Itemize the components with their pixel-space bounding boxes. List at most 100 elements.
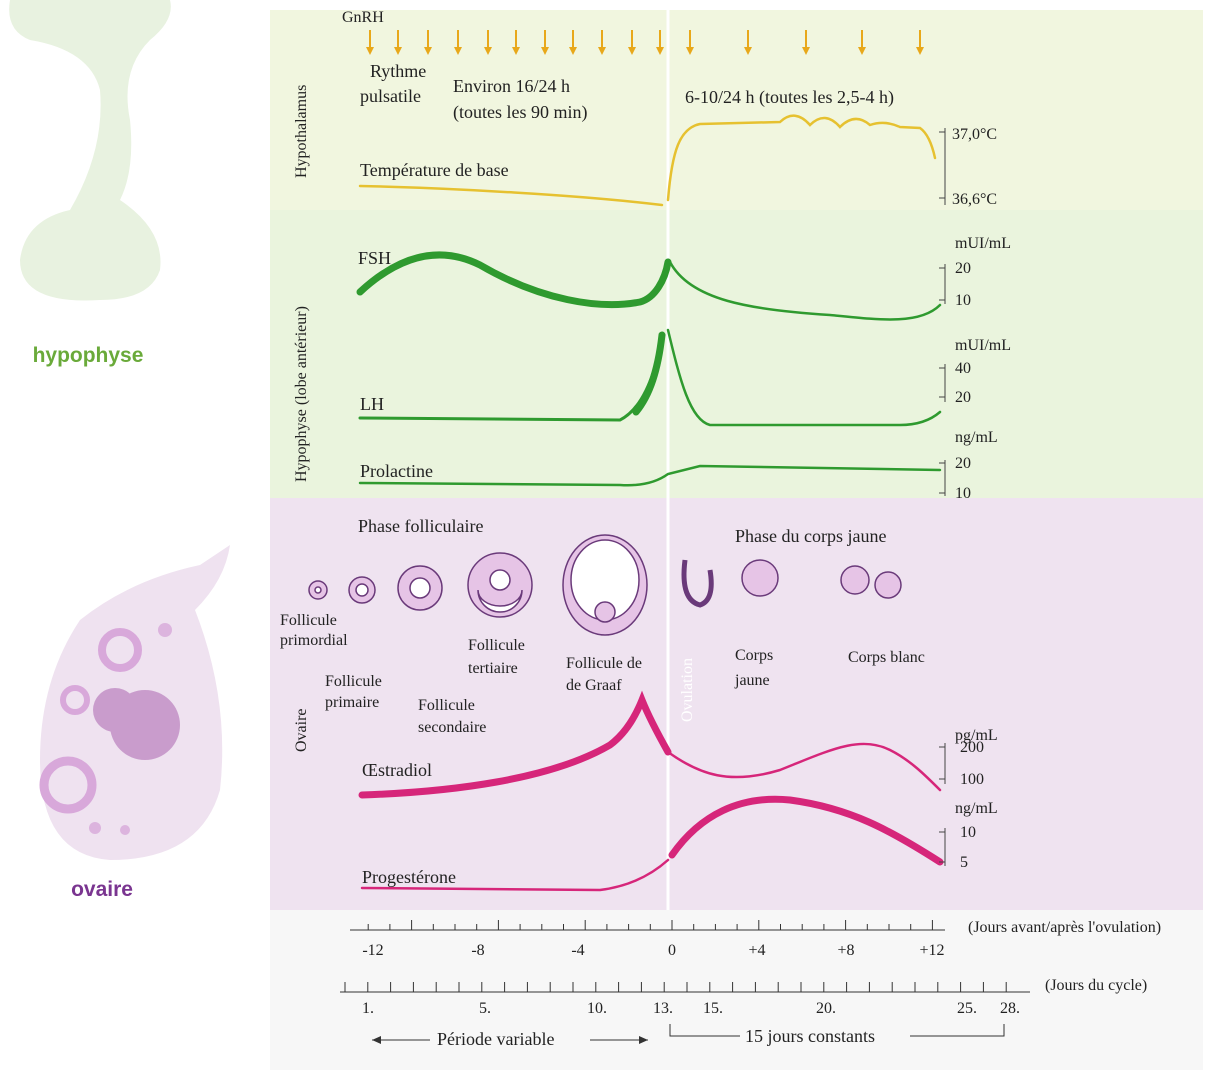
- label: 15 jours constants: [745, 1026, 875, 1046]
- pulse-arrow-head: [541, 47, 549, 55]
- day-axis: [340, 982, 1030, 993]
- label: Progestérone: [362, 867, 456, 887]
- scale-label: 36,6°C: [952, 191, 997, 208]
- label: (toutes les 90 min): [453, 102, 587, 123]
- tick-label: -4: [571, 942, 584, 959]
- fsh-curve: [668, 260, 942, 321]
- axis-title: (Jours du cycle): [1045, 977, 1147, 994]
- prolactin-curve: [358, 464, 942, 487]
- scale-label: 10: [955, 485, 971, 502]
- scale-label: 5: [960, 854, 968, 871]
- unit: mUI/mL: [955, 337, 1011, 354]
- tick-label: 1.: [362, 1000, 374, 1017]
- scale-label: 20: [955, 260, 971, 277]
- label: Température de base: [360, 160, 509, 180]
- pulse-arrow-head: [916, 47, 924, 55]
- unit: mUI/mL: [955, 235, 1011, 252]
- progesterone-curve: [668, 795, 944, 866]
- tick-label: 20.: [816, 1000, 836, 1017]
- tick-label: -12: [362, 942, 383, 959]
- label: secondaire: [418, 719, 486, 736]
- estradiol-curve: [358, 690, 672, 799]
- ovary-band: [270, 498, 1203, 910]
- scale-label: 37,0°C: [952, 126, 997, 143]
- tick-label: 15.: [703, 1000, 723, 1017]
- pulse-arrow-head: [484, 47, 492, 55]
- lh-curve: [666, 328, 942, 427]
- label: LH: [360, 394, 384, 414]
- pituitary-band: [270, 210, 1203, 498]
- tick-label: 28.: [1000, 1000, 1020, 1017]
- tick-label: 10.: [587, 1000, 607, 1017]
- scale-label: 20: [955, 455, 971, 472]
- tick-label: -8: [471, 942, 484, 959]
- label: Follicule: [418, 697, 475, 714]
- label: Œstradiol: [362, 760, 432, 780]
- pulse-arrow-head: [686, 47, 694, 55]
- day-axis: [350, 920, 945, 931]
- label: primaire: [325, 694, 379, 711]
- pulse-arrow-head: [744, 47, 752, 55]
- label: Follicule: [325, 673, 382, 690]
- pulse-arrow-head: [394, 47, 402, 55]
- scale-label: 10: [960, 824, 976, 841]
- axis-band: [270, 910, 1203, 1070]
- scale-bracket: [939, 128, 946, 205]
- pulse-arrow-head: [454, 47, 462, 55]
- tick-label: +4: [748, 942, 765, 959]
- pulse-arrow-head: [366, 47, 374, 55]
- label: de Graaf: [566, 677, 622, 694]
- section-label: Hypothalamus: [293, 85, 310, 178]
- pulse-arrow-head: [628, 47, 636, 55]
- label: 6-10/24 h (toutes les 2,5-4 h): [685, 87, 894, 108]
- gnrh-pulses: [366, 30, 924, 55]
- temperature-curve: [358, 114, 937, 207]
- label: Corps blanc: [848, 649, 925, 666]
- tick-label: 25.: [957, 1000, 977, 1017]
- label: Follicule: [468, 637, 525, 654]
- pulse-arrow-head: [858, 47, 866, 55]
- pituitary-illustration: [9, 0, 171, 301]
- pulse-arrow-head: [569, 47, 577, 55]
- pulse-arrow-head: [512, 47, 520, 55]
- section-label: Ovaire: [293, 708, 310, 752]
- tick-label: 0: [668, 942, 676, 959]
- pulse-arrow-head: [598, 47, 606, 55]
- label: Rythme: [370, 61, 426, 81]
- unit: ng/mL: [955, 429, 998, 446]
- scale-label: 100: [960, 771, 984, 788]
- pulse-arrow-head: [424, 47, 432, 55]
- label: Période variable: [437, 1029, 554, 1049]
- tick-label: 13.: [653, 1000, 673, 1017]
- unit: ng/mL: [955, 800, 998, 817]
- follicles: [308, 534, 902, 636]
- label: Prolactine: [360, 461, 433, 481]
- scale-bracket: [939, 743, 946, 784]
- scale-bracket: [939, 264, 946, 304]
- label: FSH: [358, 248, 391, 268]
- lh-curve: [632, 331, 666, 416]
- label: Follicule de: [566, 655, 642, 672]
- axis-title: (Jours avant/après l'ovulation): [968, 919, 1161, 936]
- label: tertiaire: [468, 660, 518, 677]
- hypothalamus-band: [270, 10, 1203, 210]
- scale-bracket: [939, 828, 946, 866]
- side-label: ovaire: [71, 878, 133, 901]
- label: Environ 16/24 h: [453, 76, 570, 96]
- progesterone-curve: [360, 858, 670, 892]
- label: Phase du corps jaune: [735, 526, 886, 546]
- scale-label: 10: [955, 292, 971, 309]
- scale-label: 200: [960, 739, 984, 756]
- scale-bracket: [939, 364, 946, 402]
- scale-bracket: [939, 460, 946, 496]
- pulse-arrow-head: [656, 47, 664, 55]
- ovulation-label: Ovulation: [679, 658, 696, 722]
- fsh-curve: [356, 251, 672, 309]
- section-label: Hypophyse (lobe antérieur): [293, 306, 310, 482]
- tick-label: +12: [919, 942, 944, 959]
- tick-label: 5.: [479, 1000, 491, 1017]
- ovary-illustration: [39, 545, 230, 860]
